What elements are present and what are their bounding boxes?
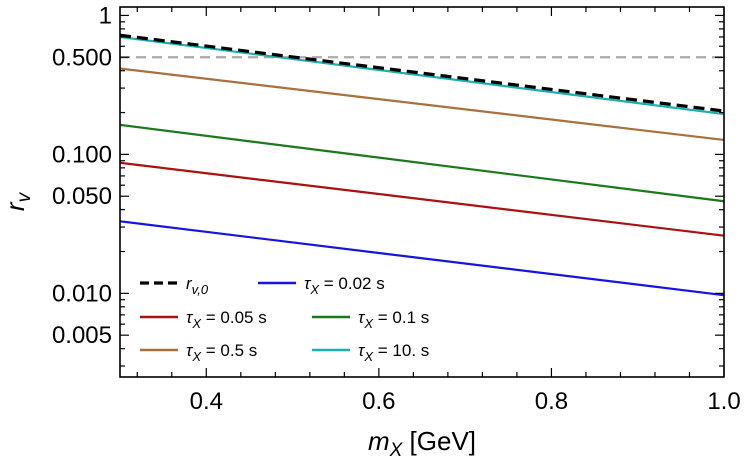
series-line-5 (119, 35, 725, 116)
legend-base: τ (358, 308, 366, 327)
label-sub: v (14, 191, 35, 202)
legend-sub: v,0 (192, 282, 209, 297)
x-axis-label: mX [GeV] (368, 426, 476, 461)
y-tick-label: 0.050 (52, 183, 112, 210)
legend-rest: = 0.5 s (201, 341, 257, 360)
legend-base: τ (186, 341, 194, 360)
legend-rest: = 0.1 s (373, 308, 429, 327)
legend-sub: X (309, 282, 320, 297)
label-base: m (368, 426, 390, 456)
y-tick-label: 1 (99, 2, 112, 29)
legend-base: τ (186, 308, 194, 327)
x-tick-label: 0.6 (362, 388, 395, 415)
legend-rest: = 0.02 s (319, 274, 385, 293)
series-line-3 (119, 123, 725, 203)
y-tick-label: 0.005 (52, 322, 112, 349)
plot-frame (119, 6, 725, 378)
legend-label-1: τX = 0.02 s (304, 274, 385, 297)
legend-rest: = 0.05 s (201, 308, 267, 327)
legend-label-5: τX = 10. s (358, 341, 429, 364)
legend-sub: X (363, 349, 374, 364)
series-line-1 (119, 220, 725, 297)
legend-base: τ (358, 341, 366, 360)
series-line-0 (119, 33, 725, 113)
y-tick-label: 0.500 (52, 44, 112, 71)
legend-base: r (186, 274, 193, 293)
series-line-2 (119, 161, 725, 237)
label-base: r (0, 201, 30, 211)
y-axis-label: rv (0, 191, 35, 211)
legend-base: τ (304, 274, 312, 293)
x-tick-label: 0.4 (190, 388, 223, 415)
legend-rest: = 10. s (373, 341, 429, 360)
legend-sub: X (363, 316, 374, 331)
legend-label-2: τX = 0.05 s (186, 308, 267, 331)
y-axis-label-group: rv (0, 191, 35, 211)
legend-sub: X (191, 316, 202, 331)
x-tick-label: 0.8 (535, 388, 568, 415)
y-tick-label: 0.010 (52, 280, 112, 307)
x-tick-label: 1.0 (707, 388, 740, 415)
y-tick-label: 0.100 (52, 141, 112, 168)
series-line-4 (119, 67, 725, 142)
legend-label-4: τX = 0.5 s (186, 341, 257, 364)
legend-sub: X (191, 349, 202, 364)
label-rest: [GeV] (402, 426, 476, 456)
legend-label-0: rv,0 (186, 274, 209, 297)
legend-label-3: τX = 0.1 s (358, 308, 429, 331)
label-sub: X (389, 440, 404, 461)
